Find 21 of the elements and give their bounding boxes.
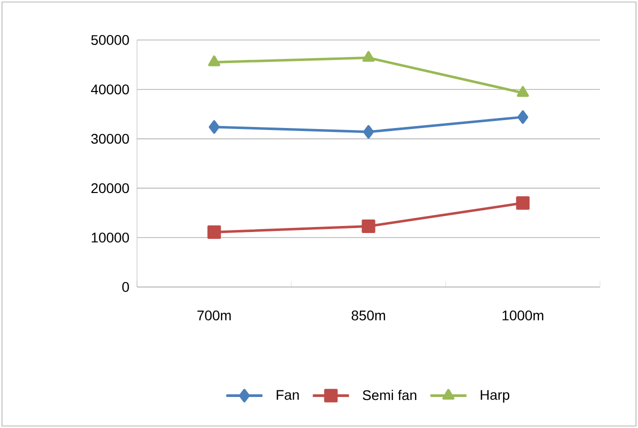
legend-label: Harp — [480, 390, 510, 403]
point — [517, 110, 528, 124]
y-tick-label: 50000 — [91, 35, 129, 45]
point — [516, 196, 530, 210]
y-tick-label: 0 — [122, 282, 129, 292]
y-tick-label: 10000 — [92, 232, 129, 243]
point — [363, 125, 374, 139]
y-tick-label: 40000 — [91, 84, 129, 94]
y-tick-label: 30000 — [91, 134, 129, 144]
point — [516, 86, 529, 97]
y-tick-label: 20000 — [91, 183, 129, 194]
point — [208, 120, 220, 134]
point — [362, 219, 376, 233]
x-tick-label: 1000m — [502, 310, 544, 320]
legend-label: Fan — [276, 390, 299, 400]
point — [362, 51, 375, 62]
point — [208, 55, 220, 66]
legend-label: Semi fan — [362, 390, 416, 400]
x-tick-label: 850m — [352, 310, 386, 320]
point — [207, 225, 221, 239]
x-tick-label: 700m — [197, 310, 231, 320]
